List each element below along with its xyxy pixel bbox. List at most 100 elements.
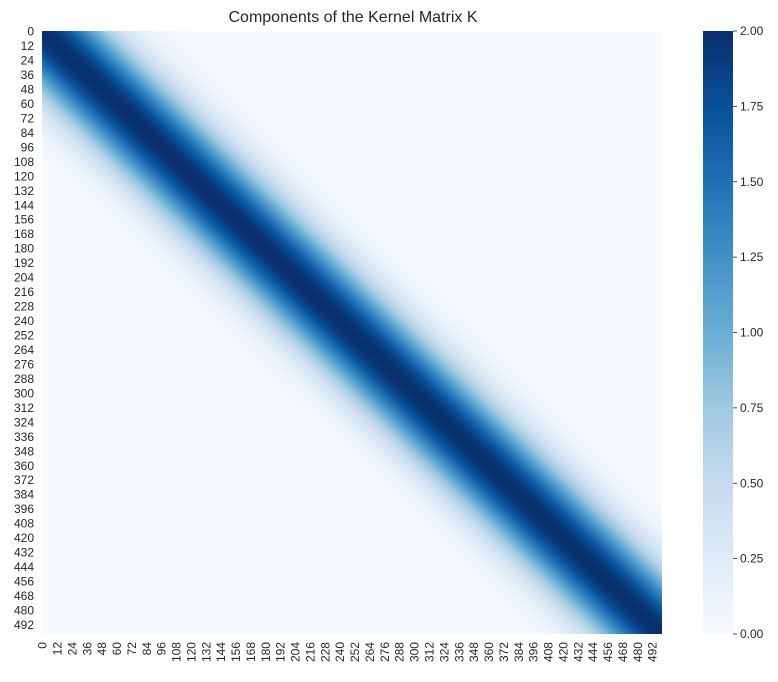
x-tick-label: 252 (348, 642, 362, 662)
x-tick-label: 348 (467, 642, 481, 662)
colorbar-tick-label: 1.50 (740, 175, 764, 189)
x-tick-label: 480 (631, 642, 645, 662)
x-tick-label: 120 (184, 642, 198, 662)
x-tick-label: 12 (51, 642, 65, 656)
y-tick-label: 276 (14, 357, 34, 371)
y-tick-label: 300 (14, 386, 34, 400)
x-tick-label: 396 (527, 642, 541, 662)
y-tick-label: 60 (21, 97, 35, 111)
y-tick-label: 372 (14, 473, 34, 487)
x-tick-label: 60 (110, 642, 124, 656)
y-tick-label: 180 (14, 242, 34, 256)
y-tick-label: 36 (21, 68, 35, 82)
y-tick-label: 24 (21, 54, 35, 68)
colorbar-tick-label: 0.00 (740, 627, 764, 641)
y-tick-label: 420 (14, 531, 34, 545)
y-tick-label: 396 (14, 502, 34, 516)
y-tick-label: 108 (14, 155, 34, 169)
x-tick-label: 276 (378, 642, 392, 662)
chart-title: Components of the Kernel Matrix K (228, 9, 477, 26)
y-tick-label: 360 (14, 459, 34, 473)
y-tick-label: 48 (21, 82, 35, 96)
x-axis-tick-labels: 0 12 24 36 48 60 72 84 96 108 120 132 144 156 168 180 19… (36, 642, 660, 662)
x-tick-label: 444 (586, 642, 600, 662)
x-tick-label: 372 (497, 642, 511, 662)
y-tick-label: 84 (21, 126, 35, 140)
x-tick-label: 312 (423, 642, 437, 662)
y-tick-label: 132 (14, 184, 34, 198)
y-tick-label: 168 (14, 227, 34, 241)
colorbar-tick-labels: 0.00 0.25 0.50 0.75 1.00 1.25 1.50 1.75 2.00 (733, 24, 764, 641)
x-tick-label: 456 (601, 642, 615, 662)
x-tick-label: 240 (333, 642, 347, 662)
x-tick-label: 192 (274, 642, 288, 662)
x-tick-label: 468 (616, 642, 630, 662)
x-tick-label: 360 (482, 642, 496, 662)
heatmap-area (42, 31, 662, 634)
y-tick-label: 12 (21, 39, 35, 53)
x-tick-label: 264 (363, 642, 377, 662)
x-tick-label: 36 (80, 642, 94, 656)
x-tick-label: 228 (318, 642, 332, 662)
y-tick-label: 216 (14, 285, 34, 299)
colorbar: 0.00 0.25 0.50 0.75 1.00 1.25 1.50 1.75 2.00 (703, 24, 764, 641)
y-tick-label: 408 (14, 517, 34, 531)
colorbar-tick-label: 1.00 (740, 326, 764, 340)
heatmap-cells (42, 31, 662, 634)
y-tick-label: 444 (14, 560, 34, 574)
y-tick-label: 324 (14, 415, 34, 429)
x-tick-label: 108 (170, 642, 184, 662)
colorbar-tick-label: 1.25 (740, 250, 764, 264)
y-tick-label: 312 (14, 401, 34, 415)
x-tick-label: 168 (244, 642, 258, 662)
y-tick-label: 240 (14, 314, 34, 328)
y-tick-label: 96 (21, 140, 35, 154)
y-tick-label: 480 (14, 603, 34, 617)
x-tick-label: 156 (229, 642, 243, 662)
y-tick-label: 228 (14, 300, 34, 314)
y-tick-label: 348 (14, 444, 34, 458)
x-tick-label: 48 (95, 642, 109, 656)
y-tick-label: 252 (14, 329, 34, 343)
x-tick-label: 492 (646, 642, 660, 662)
colorbar-tick-label: 0.75 (740, 401, 764, 415)
y-tick-label: 192 (14, 256, 34, 270)
x-tick-label: 96 (155, 642, 169, 656)
x-tick-label: 84 (140, 642, 154, 656)
x-tick-label: 408 (542, 642, 556, 662)
colorbar-tick-label: 0.25 (740, 552, 764, 566)
x-tick-label: 204 (289, 642, 303, 662)
y-tick-label: 156 (14, 213, 34, 227)
colorbar-tick-label: 0.50 (740, 476, 764, 490)
x-tick-label: 132 (199, 642, 213, 662)
x-tick-label: 0 (36, 642, 50, 649)
x-tick-label: 384 (512, 642, 526, 662)
y-tick-label: 204 (14, 271, 34, 285)
y-tick-label: 384 (14, 488, 34, 502)
x-tick-label: 432 (571, 642, 585, 662)
y-tick-label: 288 (14, 372, 34, 386)
x-tick-label: 72 (125, 642, 139, 656)
y-tick-label: 0 (27, 25, 34, 39)
y-tick-label: 432 (14, 546, 34, 560)
y-tick-label: 144 (14, 198, 34, 212)
x-tick-label: 420 (556, 642, 570, 662)
y-tick-label: 468 (14, 589, 34, 603)
y-tick-label: 120 (14, 169, 34, 183)
colorbar-gradient (703, 31, 733, 634)
y-tick-label: 264 (14, 343, 34, 357)
x-tick-label: 288 (393, 642, 407, 662)
colorbar-tick-label: 1.75 (740, 99, 764, 113)
y-axis-tick-labels: 0122436486072849610812013214415616818019… (14, 25, 34, 632)
x-tick-label: 144 (214, 642, 228, 662)
x-tick-label: 324 (437, 642, 451, 662)
y-tick-label: 336 (14, 430, 34, 444)
x-tick-label: 300 (408, 642, 422, 662)
x-tick-label: 180 (259, 642, 273, 662)
y-tick-label: 492 (14, 618, 34, 632)
y-tick-label: 72 (21, 111, 35, 125)
x-tick-label: 24 (65, 642, 79, 656)
y-tick-label: 456 (14, 575, 34, 589)
